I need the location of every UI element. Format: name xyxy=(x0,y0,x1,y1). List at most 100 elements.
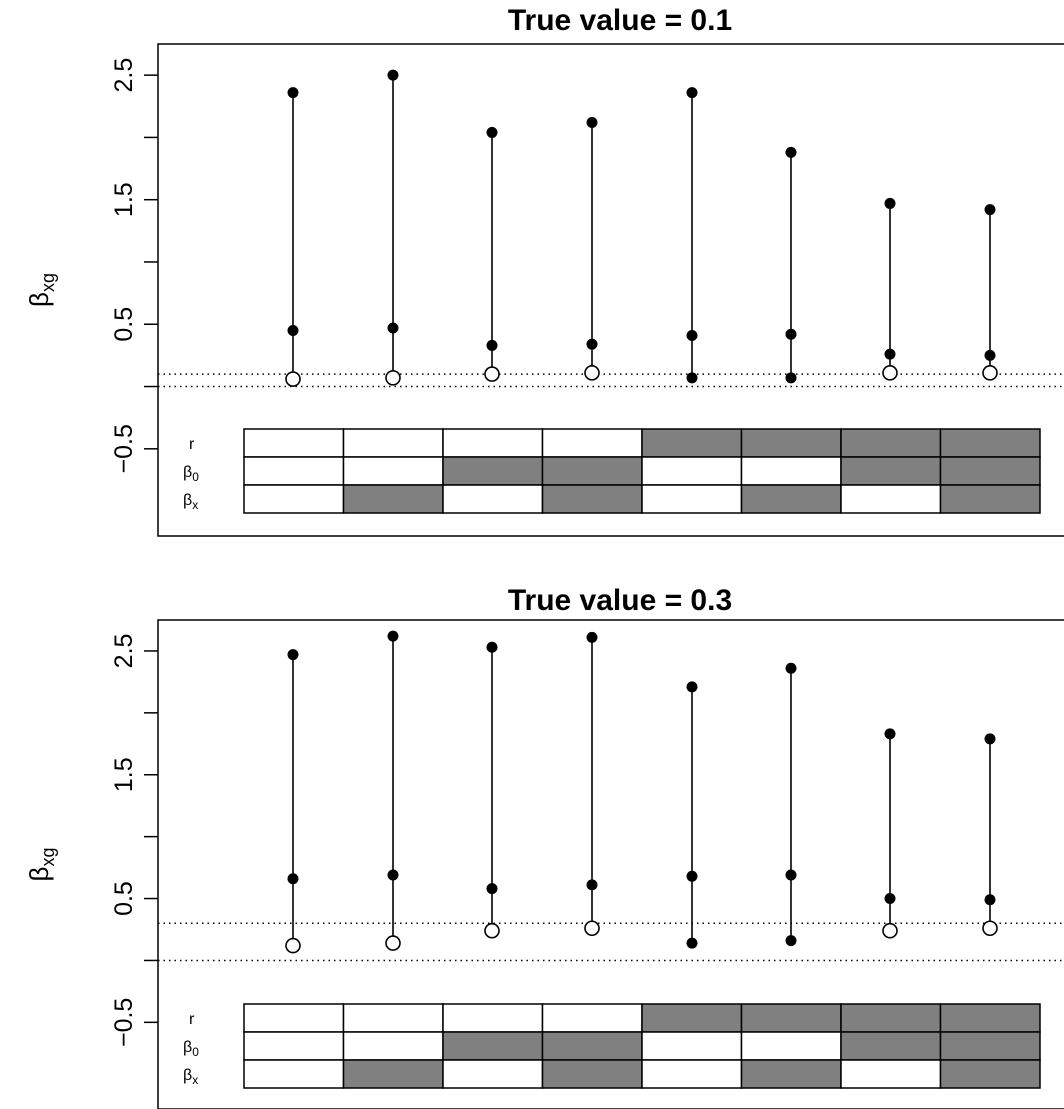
design-row-label: βx xyxy=(183,1067,198,1087)
design-cell xyxy=(243,428,345,458)
design-cell xyxy=(442,1031,544,1061)
design-cell xyxy=(342,1003,444,1033)
upper-point xyxy=(984,733,996,745)
chart-title: True value = 0.3 xyxy=(508,584,732,617)
design-row-label-main: β xyxy=(183,464,192,481)
interval-2 xyxy=(385,630,401,951)
upper-point xyxy=(884,728,896,740)
design-cell xyxy=(840,456,942,486)
design-row-label-main: β xyxy=(183,1067,192,1084)
lower-point-open xyxy=(285,937,301,954)
lower-point-open xyxy=(982,365,998,381)
middle-point xyxy=(785,328,797,340)
design-row-label-main: β xyxy=(183,492,192,509)
lower-point-open xyxy=(385,370,401,386)
lower-point-filled xyxy=(686,937,698,949)
design-cell xyxy=(740,456,842,486)
plot-frame xyxy=(157,43,1064,537)
design-cell xyxy=(442,456,544,486)
middle-point xyxy=(586,879,598,891)
design-row-label: β0 xyxy=(183,464,199,484)
y-tick-label: 2.5 xyxy=(110,58,138,93)
interval-3 xyxy=(484,641,500,939)
design-cell xyxy=(740,1031,842,1061)
interval-1 xyxy=(285,87,301,387)
design-cell xyxy=(442,1003,544,1033)
y-tick-label: 0.5 xyxy=(110,307,138,342)
design-cell xyxy=(342,456,444,486)
y-tick-label: 2.5 xyxy=(110,634,138,669)
design-cell xyxy=(641,456,743,486)
design-cell xyxy=(840,1003,942,1033)
y-tick-label: −0.5 xyxy=(110,998,138,1047)
interval-6 xyxy=(785,146,797,384)
design-cell xyxy=(541,1003,643,1033)
y-tick-label: 1.5 xyxy=(110,182,138,217)
middle-point xyxy=(486,339,498,351)
upper-point xyxy=(287,87,299,99)
plot-frame xyxy=(157,619,1064,1109)
lower-point-open xyxy=(982,920,998,937)
y-axis-label: βxg xyxy=(24,848,58,882)
design-row-label-main: r xyxy=(189,1011,195,1028)
upper-point xyxy=(486,126,498,138)
middle-point xyxy=(486,883,498,895)
middle-point xyxy=(586,338,598,350)
design-row-label-main: β xyxy=(183,1039,192,1056)
design-cell xyxy=(641,428,743,458)
upper-point xyxy=(686,681,698,693)
design-cell xyxy=(840,1059,942,1089)
design-row-label: r xyxy=(189,436,195,453)
design-row-label-main: r xyxy=(189,436,195,453)
lower-point-open xyxy=(484,366,500,382)
lower-point-open xyxy=(385,935,401,951)
design-cell xyxy=(939,456,1041,486)
upper-point xyxy=(785,146,797,158)
design-cell xyxy=(840,428,942,458)
y-tick-label: 1.5 xyxy=(110,757,138,792)
design-cell xyxy=(840,484,942,514)
upper-point xyxy=(884,197,896,209)
middle-point xyxy=(287,873,299,885)
design-cell xyxy=(939,1031,1041,1061)
design-cell xyxy=(641,1003,743,1033)
design-cell xyxy=(342,1031,444,1061)
middle-point xyxy=(984,894,996,906)
design-cell xyxy=(541,428,643,458)
interval-4 xyxy=(584,116,600,381)
lower-point-filled xyxy=(686,372,698,384)
design-cell xyxy=(840,1031,942,1061)
design-cell xyxy=(541,484,643,514)
design-cell xyxy=(243,1031,345,1061)
interval-7 xyxy=(882,728,898,939)
design-cell xyxy=(641,484,743,514)
upper-point xyxy=(586,631,598,643)
design-cell xyxy=(442,484,544,514)
interval-4 xyxy=(584,631,600,937)
upper-point xyxy=(486,641,498,653)
design-cell xyxy=(442,428,544,458)
design-row-label: β0 xyxy=(183,1039,199,1059)
design-cell xyxy=(243,456,345,486)
interval-3 xyxy=(484,126,500,382)
middle-point xyxy=(785,869,797,881)
design-cell xyxy=(939,484,1041,514)
middle-point xyxy=(686,329,698,341)
upper-point xyxy=(387,69,399,81)
interval-8 xyxy=(982,733,998,937)
lower-point-open xyxy=(584,920,600,937)
design-cell xyxy=(740,1059,842,1089)
middle-point xyxy=(884,348,896,360)
interval-6 xyxy=(785,662,797,947)
design-cell xyxy=(342,428,444,458)
design-cell xyxy=(740,428,842,458)
design-cell xyxy=(243,484,345,514)
design-cell xyxy=(243,1003,345,1033)
design-cell xyxy=(939,1059,1041,1089)
design-cell xyxy=(541,456,643,486)
design-row-label-sub: x xyxy=(192,1073,198,1087)
